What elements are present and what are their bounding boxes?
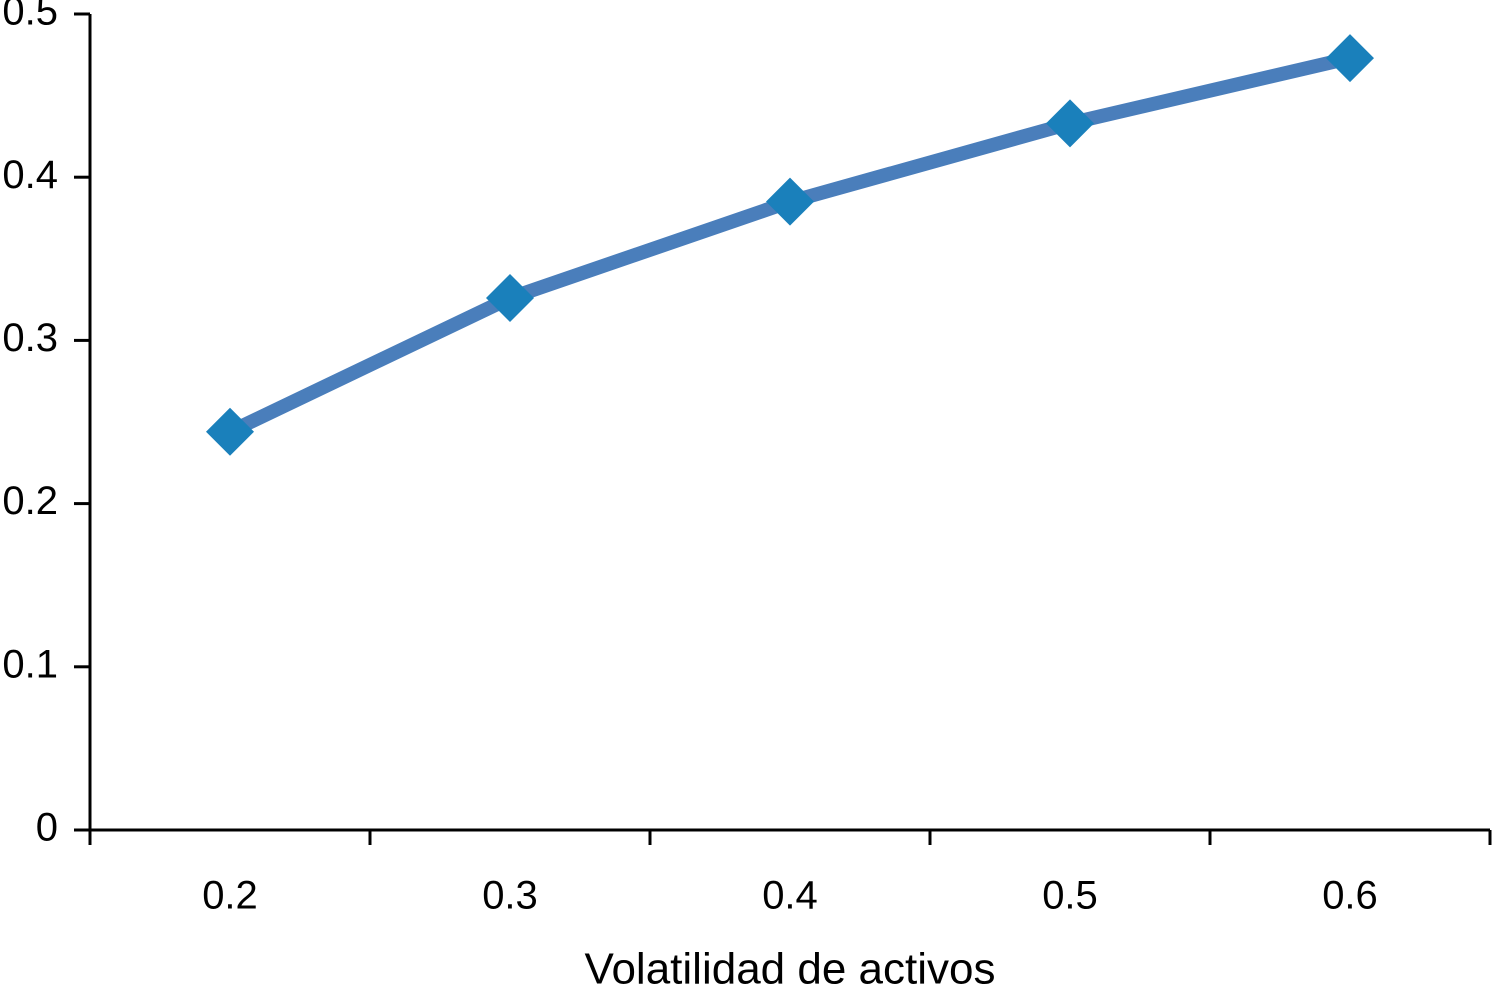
y-tick-label: 0 — [36, 806, 58, 850]
y-tick-label: 0.2 — [2, 479, 58, 523]
x-tick-label: 0.6 — [1322, 874, 1378, 918]
x-tick-label: 0.3 — [482, 874, 538, 918]
marker — [486, 273, 534, 322]
y-tick-label: 0.3 — [2, 316, 58, 360]
y-tick-label: 0.4 — [2, 153, 58, 197]
x-axis-label: Volatilidad de activos — [585, 945, 996, 994]
marker — [1326, 34, 1374, 83]
x-tick-label: 0.4 — [762, 874, 818, 918]
marker — [766, 177, 814, 226]
x-tick-label: 0.5 — [1042, 874, 1098, 918]
line — [226, 51, 1352, 439]
marker — [206, 407, 254, 456]
marker — [1046, 99, 1094, 148]
y-tick-label: 0.5 — [2, 0, 58, 34]
x-tick-label: 0.2 — [202, 874, 258, 918]
y-tick-label: 0.1 — [2, 642, 58, 686]
